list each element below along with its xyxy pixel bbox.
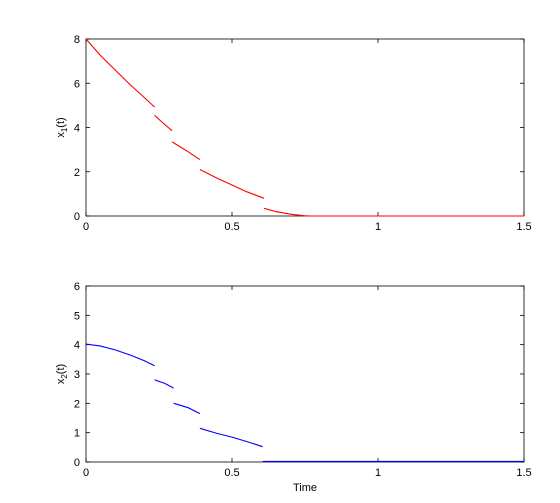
chart-2-x-tick-label: 0 (83, 467, 89, 479)
chart-1-y-axis-label-sub: 1 (60, 127, 69, 132)
chart-2-y-tick-label: 1 (74, 428, 80, 440)
chart-1-y-tick-label: 6 (74, 78, 80, 90)
chart-1-series-1-segment-4 (199, 169, 265, 199)
chart-2-x-tick-label: 0.5 (224, 467, 239, 479)
chart-2-y-tick-label: 6 (74, 281, 80, 293)
chart-2-series-1-segment-3 (173, 402, 201, 415)
chart-2-series-1-segment-1 (85, 343, 155, 367)
chart-1-series-1-segment-2 (154, 114, 173, 132)
chart-2-y-tick-label: 4 (74, 340, 80, 352)
chart-1-series-1-segment-3 (171, 141, 201, 161)
chart-1-y-axis-label-base: x (55, 132, 67, 138)
chart-1-series-1-segment-5 (263, 207, 524, 217)
chart-1-y-tick-label: 0 (74, 211, 80, 223)
chart-2-y-axis-label-sub: 2 (60, 374, 69, 379)
chart-1-x-tick-label: 1.5 (516, 221, 531, 233)
chart-2-y-tick-label: 5 (74, 310, 80, 322)
chart-1-x-tick-label: 0.5 (224, 221, 239, 233)
chart-2-series-1-segment-2 (154, 379, 174, 389)
chart-2-x-tick-label: 1.5 (516, 467, 531, 479)
chart-1-y-tick-label: 4 (74, 123, 80, 135)
chart-2-y-axis-label: x2(t) (55, 364, 69, 384)
chart-2-y-tick-label: 0 (74, 457, 80, 469)
chart-1-series-1-segment-1 (85, 38, 155, 108)
chart-2-x-tick-label: 1 (375, 467, 381, 479)
chart-2-y-tick-label: 2 (74, 398, 80, 410)
chart-2-y-axis-label-base: x (55, 378, 67, 384)
chart-1-y-axis-label: x1(t) (55, 117, 69, 137)
chart-1-y-tick-label: 2 (74, 167, 80, 179)
chart-2-series-1-segment-4 (199, 427, 263, 448)
chart-2-y-tick-label: 3 (74, 369, 80, 381)
chart-2-plot-frame (85, 285, 525, 463)
chart-2-x-axis-label: Time (293, 482, 317, 494)
chart-1-y-tick-label: 8 (74, 34, 80, 46)
chart-2-y-axis-label-tail: (t) (55, 364, 67, 374)
chart-1-plot-frame (85, 38, 525, 217)
chart-1-x-tick-label: 1 (375, 221, 381, 233)
chart-1-x-tick-label: 0 (83, 221, 89, 233)
chart-1-y-axis-label-tail: (t) (55, 117, 67, 127)
